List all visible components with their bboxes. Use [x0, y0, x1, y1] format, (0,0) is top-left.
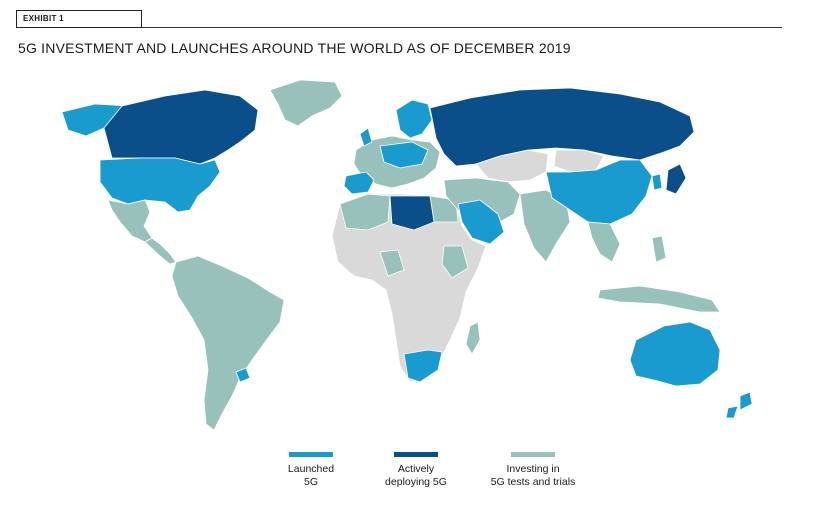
region-south-africa: [403, 349, 443, 383]
region-north-africa: [339, 193, 391, 231]
region-south-america: [171, 255, 285, 431]
region-central-europe: [379, 141, 429, 169]
region-philippines: [651, 235, 667, 263]
region-saudi-arabia: [457, 199, 505, 245]
legend-label-investing: Investing in 5G tests and trials: [490, 463, 576, 488]
region-scandinavia: [395, 99, 433, 139]
region-central-america: [144, 237, 177, 265]
legend-label-launched: Launched 5G: [287, 463, 335, 488]
region-greenland: [269, 79, 343, 127]
region-china: [545, 159, 653, 225]
region-new-zealand: [739, 391, 753, 411]
legend-launched: Launched 5G: [246, 452, 376, 489]
region-mexico: [107, 199, 153, 243]
legend-swatch-launched: [289, 452, 333, 457]
legend-swatch-investing: [511, 452, 555, 457]
region-southeast-asia: [587, 221, 621, 263]
header-rule: [142, 27, 782, 28]
region-east-africa: [441, 245, 469, 279]
region-uruguay: [235, 367, 251, 383]
world-map: [61, 79, 753, 431]
region-libya: [389, 195, 435, 231]
legend-label-deploying: Actively deploying 5G: [385, 463, 447, 488]
region-madagascar: [465, 321, 481, 355]
region-korea: [651, 173, 663, 191]
region-spain: [343, 171, 375, 195]
region-japan: [665, 163, 687, 195]
region-australia: [629, 321, 721, 387]
legend-investing: Investing in 5G tests and trials: [468, 452, 598, 489]
region-canada: [103, 89, 259, 165]
region-uk: [359, 127, 373, 147]
map-title: 5G INVESTMENT AND LAUNCHES AROUND THE WO…: [18, 40, 571, 56]
region-new-zealand-south: [725, 405, 739, 419]
exhibit-box: EXHIBIT 1: [16, 10, 142, 28]
legend-deploying: Actively deploying 5G: [351, 452, 481, 489]
region-indonesia: [597, 285, 721, 313]
region-nigeria: [379, 249, 405, 277]
legend-swatch-deploying: [394, 452, 438, 457]
region-usa: [99, 157, 221, 213]
region-mongolia: [553, 149, 605, 173]
exhibit-label: EXHIBIT 1: [23, 14, 64, 23]
